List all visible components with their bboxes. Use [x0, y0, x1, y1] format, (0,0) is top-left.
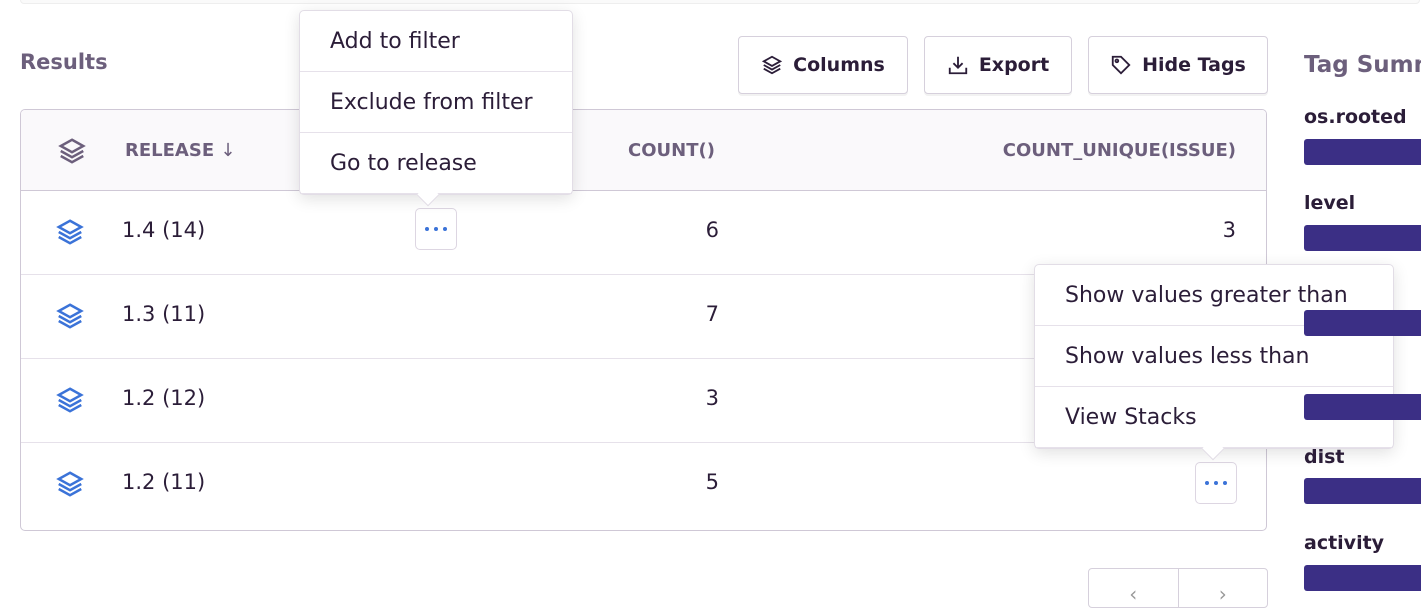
results-table: RELEASE ↓ COUNT() COUNT_UNIQUE(ISSUE) 1.…	[20, 109, 1267, 531]
tag-label: os.rooted	[1304, 106, 1407, 128]
menu-item-show-less-than[interactable]: Show values less than	[1035, 326, 1393, 387]
layers-icon	[58, 138, 86, 164]
download-icon	[948, 56, 967, 75]
count-cell: 7	[705, 302, 719, 326]
tag-distribution-bar[interactable]	[1304, 225, 1421, 251]
sort-descending-icon: ↓	[220, 140, 236, 161]
next-page-button[interactable]: ›	[1218, 582, 1227, 606]
columns-button[interactable]: Columns	[738, 36, 908, 94]
count-cell: 3	[705, 386, 719, 410]
release-column-header[interactable]: RELEASE ↓	[125, 140, 236, 161]
release-link[interactable]: 1.2 (11)	[122, 470, 206, 494]
release-icon	[56, 471, 84, 497]
menu-item-show-greater-than[interactable]: Show values greater than	[1035, 265, 1393, 326]
export-button[interactable]: Export	[924, 36, 1072, 94]
columns-label: Columns	[793, 54, 885, 76]
count-column-header[interactable]: COUNT()	[628, 140, 715, 161]
menu-item-add-to-filter[interactable]: Add to filter	[300, 11, 572, 72]
menu-item-exclude-from-filter[interactable]: Exclude from filter	[300, 72, 572, 133]
value-actions-menu: Show values greater than Show values les…	[1034, 264, 1394, 461]
table-header: RELEASE ↓ COUNT() COUNT_UNIQUE(ISSUE)	[21, 110, 1266, 191]
hide-tags-label: Hide Tags	[1142, 54, 1246, 76]
release-actions-menu: Add to filter Exclude from filter Go to …	[299, 10, 573, 207]
table-row: 1.3 (11) 7	[21, 275, 1266, 359]
release-cell-actions-button[interactable]	[415, 208, 457, 250]
count-unique-cell-actions-button[interactable]	[1195, 462, 1237, 504]
hide-tags-button[interactable]: Hide Tags	[1088, 36, 1268, 94]
layers-icon	[762, 55, 783, 75]
table-row: 1.2 (11) 5 3	[21, 443, 1266, 527]
top-panel	[20, 0, 1420, 4]
tag-summary-title: Tag Summary	[1304, 52, 1421, 78]
table-row: 1.4 (14) 6 3	[21, 191, 1266, 275]
release-icon	[56, 219, 84, 245]
results-title: Results	[20, 50, 108, 74]
count-cell: 6	[705, 218, 719, 242]
tag-label: dist	[1304, 446, 1345, 468]
menu-item-go-to-release[interactable]: Go to release	[300, 133, 572, 194]
pagination: ‹ ›	[1088, 568, 1268, 608]
table-row: 1.2 (12) 3	[21, 359, 1266, 443]
export-label: Export	[978, 54, 1050, 76]
tag-distribution-bar[interactable]	[1304, 394, 1421, 420]
tag-distribution-bar[interactable]	[1304, 478, 1421, 504]
tag-icon	[1111, 55, 1131, 75]
tag-label: level	[1304, 192, 1356, 214]
tag-label: activity	[1304, 532, 1385, 554]
tag-distribution-bar[interactable]	[1304, 310, 1421, 336]
count-unique-column-header[interactable]: COUNT_UNIQUE(ISSUE)	[1002, 140, 1236, 161]
release-link[interactable]: 1.4 (14)	[122, 218, 206, 242]
tag-distribution-bar[interactable]	[1304, 139, 1421, 165]
previous-page-button[interactable]: ‹	[1089, 569, 1179, 607]
count-unique-cell: 3	[1222, 218, 1236, 242]
tag-distribution-bar[interactable]	[1304, 565, 1421, 591]
release-icon	[56, 387, 84, 413]
release-icon	[56, 303, 84, 329]
count-cell: 5	[705, 470, 719, 494]
release-link[interactable]: 1.2 (12)	[122, 386, 206, 410]
release-header-label: RELEASE	[125, 140, 215, 161]
release-link[interactable]: 1.3 (11)	[122, 302, 206, 326]
